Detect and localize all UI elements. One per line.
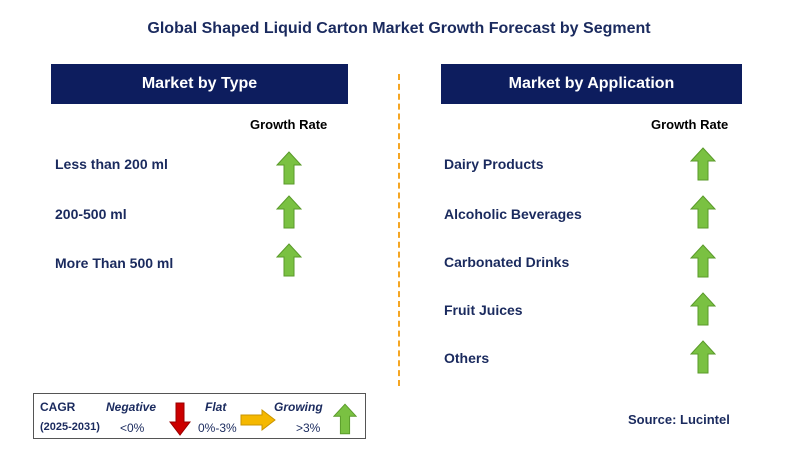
- up-arrow-icon: [276, 195, 302, 229]
- down-arrow-icon: [169, 402, 191, 436]
- type-row-label: 200-500 ml: [55, 206, 127, 222]
- up-arrow-icon: [276, 243, 302, 277]
- up-arrow-icon: [690, 292, 716, 326]
- application-row-label: Carbonated Drinks: [444, 254, 570, 270]
- page-title: Global Shaped Liquid Carton Market Growt…: [147, 20, 651, 37]
- legend-flat-label: Flat: [205, 400, 227, 414]
- right-arrow-icon: [240, 409, 276, 431]
- legend-growing-value: >3%: [296, 421, 321, 435]
- legend-cagr-label: CAGR: [40, 400, 76, 414]
- type-row-label: Less than 200 ml: [55, 156, 168, 172]
- right-growth-rate-label: Growth Rate: [651, 117, 729, 132]
- panel-divider: [398, 74, 400, 386]
- up-arrow-icon: [333, 403, 357, 435]
- application-row-label: Dairy Products: [444, 156, 544, 172]
- legend-negative-label: Negative: [106, 400, 157, 414]
- right-panel-header: Market by Application: [441, 64, 742, 104]
- up-arrow-icon: [690, 340, 716, 374]
- up-arrow-icon: [276, 151, 302, 185]
- cagr-legend: CAGR (2025-2031) Negative <0% Flat 0%-3%…: [33, 393, 366, 439]
- application-row-label: Others: [444, 350, 490, 366]
- type-row-label: More Than 500 ml: [55, 255, 174, 271]
- left-growth-rate-label: Growth Rate: [250, 117, 328, 132]
- legend-period-label: (2025-2031): [40, 421, 100, 433]
- left-panel-header: Market by Type: [51, 64, 348, 104]
- application-row-label: Alcoholic Beverages: [444, 206, 582, 222]
- legend-flat-value: 0%-3%: [198, 421, 237, 435]
- source-note: Source: Lucintel: [628, 412, 730, 427]
- up-arrow-icon: [690, 195, 716, 229]
- application-row-label: Fruit Juices: [444, 302, 523, 318]
- up-arrow-icon: [690, 244, 716, 278]
- legend-negative-value: <0%: [120, 421, 145, 435]
- up-arrow-icon: [690, 147, 716, 181]
- legend-growing-label: Growing: [274, 400, 323, 414]
